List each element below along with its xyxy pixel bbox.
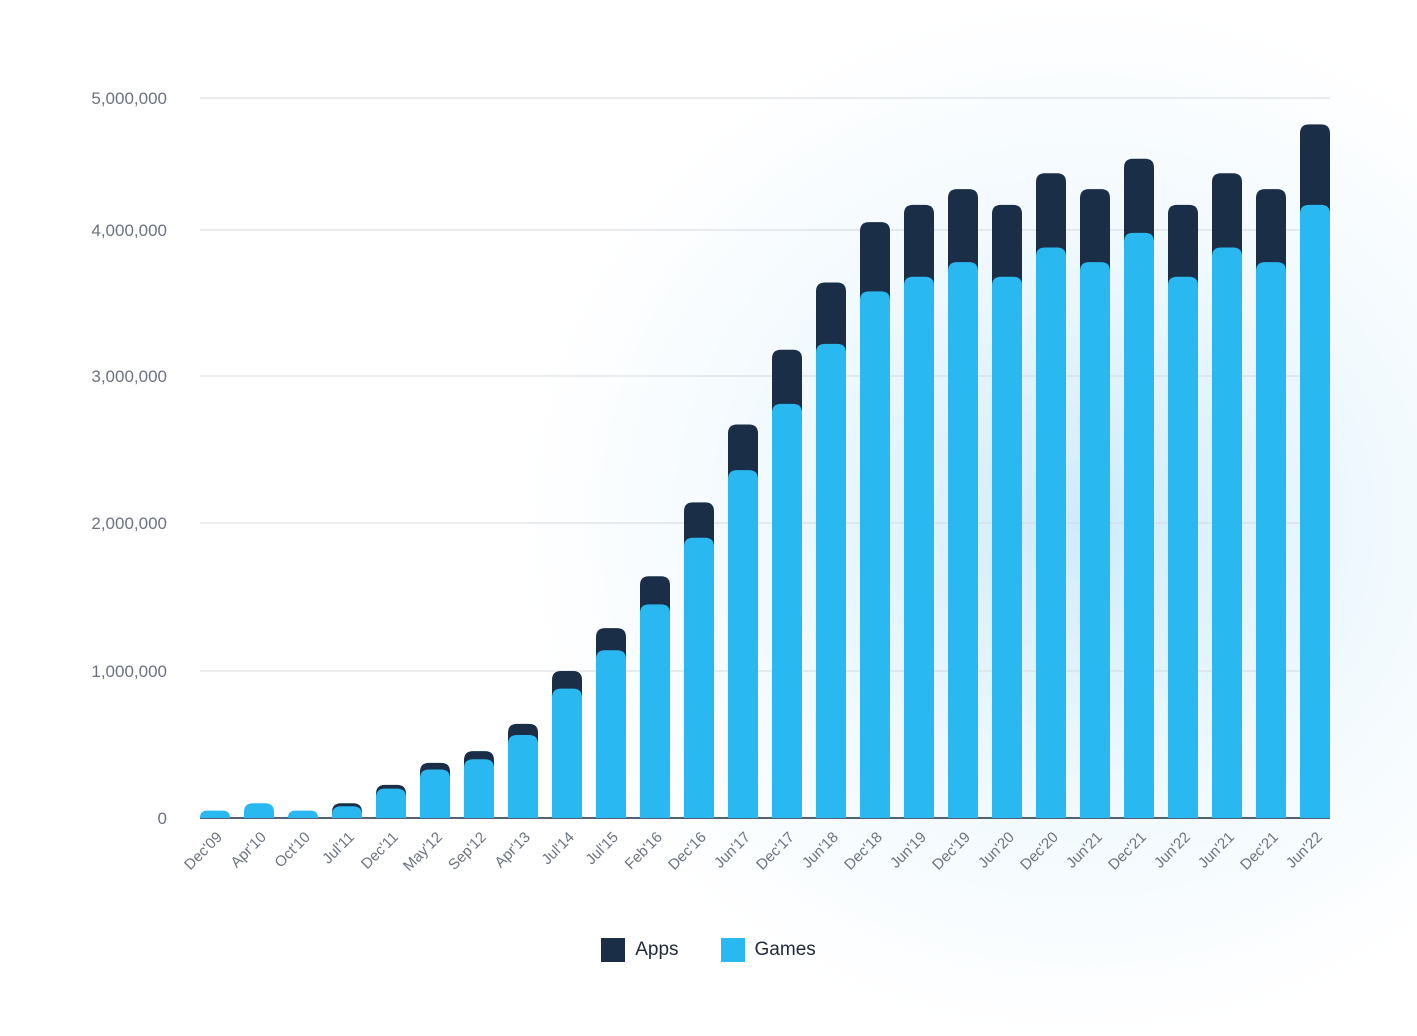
x-tick-label: Jun'21 xyxy=(1063,829,1106,872)
x-tick-label: Dec'11 xyxy=(358,829,402,873)
x-tick-label: Jun'20 xyxy=(975,829,1018,872)
bar-games xyxy=(1300,204,1330,819)
bar-games xyxy=(420,769,450,818)
x-tick-label: May'12 xyxy=(400,829,446,875)
legend-label-apps: Apps xyxy=(635,939,679,960)
bar-games xyxy=(596,650,626,818)
bar-games xyxy=(376,788,406,818)
x-tick-label: Jul'15 xyxy=(582,829,621,868)
bar-games xyxy=(1036,247,1066,818)
x-tick-label: Oct'10 xyxy=(271,829,313,871)
x-tick-label: Jun'18 xyxy=(799,829,842,872)
bar-games xyxy=(728,470,758,818)
legend-label-games: Games xyxy=(754,939,816,960)
x-tick-label: Jun'19 xyxy=(887,829,930,872)
x-tick-label: Apr'13 xyxy=(491,829,533,871)
x-tick-label: Apr'10 xyxy=(227,829,269,871)
x-tick-label: Feb'16 xyxy=(622,829,666,873)
apps-swatch xyxy=(601,938,626,962)
x-tick-label: Sep'12 xyxy=(445,829,490,874)
bar-games xyxy=(1256,262,1286,818)
bar-games xyxy=(948,262,978,818)
bar-games xyxy=(992,276,1022,819)
y-tick-label: 4,000,000 xyxy=(91,221,167,240)
bar-games xyxy=(464,759,494,818)
bar-games xyxy=(508,734,538,818)
legend: Apps Games xyxy=(0,938,1417,962)
y-tick-label: 2,000,000 xyxy=(91,514,167,533)
bar-games xyxy=(552,688,582,818)
bar-games xyxy=(1168,276,1198,819)
x-tick-label: Dec'20 xyxy=(1017,829,1062,874)
bar-games xyxy=(200,810,230,818)
y-tick-label: 0 xyxy=(158,809,167,828)
y-tick-label: 5,000,000 xyxy=(91,89,167,108)
x-tick-label: Dec'19 xyxy=(929,829,974,874)
x-tick-label: Dec'17 xyxy=(753,829,798,874)
legend-item-apps[interactable]: Apps xyxy=(601,938,679,962)
x-tick-label: Dec'18 xyxy=(841,829,886,874)
x-tick-label: Jul'11 xyxy=(319,829,358,868)
y-tick-label: 1,000,000 xyxy=(91,662,167,681)
bar-games xyxy=(860,291,890,818)
bar-games xyxy=(772,403,802,818)
legend-item-games[interactable]: Games xyxy=(720,938,816,962)
bar-games xyxy=(288,810,318,818)
x-tick-label: Dec'16 xyxy=(665,829,710,874)
x-tick-label: Jun'22 xyxy=(1283,829,1326,872)
bar-games xyxy=(332,806,362,818)
bar-games xyxy=(1080,262,1110,818)
x-tick-label: Jun'21 xyxy=(1195,829,1238,872)
bar-games xyxy=(684,537,714,818)
bar-games xyxy=(244,803,274,818)
games-swatch xyxy=(720,938,745,962)
bar-games xyxy=(1212,247,1242,818)
x-tick-label: Jun'17 xyxy=(711,829,754,872)
bar-games xyxy=(904,276,934,819)
bar-games xyxy=(640,604,670,818)
bar-games xyxy=(1124,232,1154,819)
bar-games xyxy=(816,343,846,818)
y-tick-label: 3,000,000 xyxy=(91,367,167,386)
x-tick-label: Jul'14 xyxy=(538,829,577,868)
x-tick-label: Dec'21 xyxy=(1105,829,1150,874)
x-tick-label: Dec'09 xyxy=(181,829,226,874)
x-tick-label: Dec'21 xyxy=(1237,829,1282,874)
x-tick-label: Jun'22 xyxy=(1151,829,1194,872)
